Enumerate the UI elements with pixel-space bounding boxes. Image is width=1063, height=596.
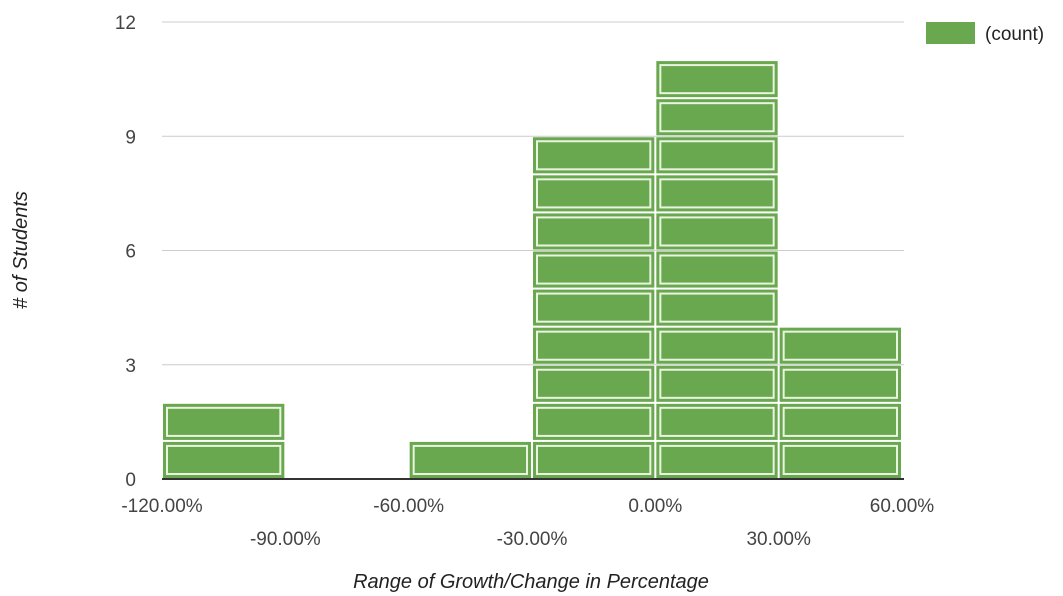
x-tick-label: 60.00% — [870, 496, 935, 517]
bar-unit-block — [779, 403, 901, 440]
bar-unit-block — [533, 327, 655, 364]
bar-unit-outline — [536, 178, 652, 209]
histogram-bar — [409, 441, 531, 478]
y-tick-label: 12 — [115, 13, 136, 34]
histogram-bar — [779, 327, 901, 478]
legend-label: (count) — [985, 24, 1044, 45]
bar-unit-block — [656, 289, 778, 326]
bar-unit-block — [656, 365, 778, 402]
bar-unit-block — [163, 441, 285, 478]
bar-unit-outline — [536, 216, 652, 247]
x-tick-label: -60.00% — [373, 496, 444, 517]
bar-unit-outline — [536, 254, 652, 285]
bar-unit-block — [656, 327, 778, 364]
bar-unit-outline — [536, 330, 652, 361]
bar-unit-outline — [536, 406, 652, 437]
bar-unit-outline — [659, 330, 775, 361]
bar-unit-outline — [166, 444, 282, 475]
histogram-bar — [163, 403, 285, 478]
bar-unit-block — [533, 137, 655, 174]
bar-unit-outline — [536, 444, 652, 475]
bar-unit-block — [779, 365, 901, 402]
histogram-bar — [533, 137, 655, 478]
bar-unit-outline — [659, 64, 775, 95]
gridlines — [162, 21, 904, 366]
y-axis-title: # of Students — [10, 191, 32, 309]
bar-unit-outline — [659, 368, 775, 399]
bar-unit-block — [656, 403, 778, 440]
x-tick-labels: -120.00% -90.00% -60.00% -30.00% 0.00% 30.00%… — [121, 496, 934, 550]
legend: (count) — [926, 22, 1044, 45]
bar-unit-outline — [536, 292, 652, 323]
y-tick-label: 9 — [125, 127, 136, 148]
bar-unit-outline — [659, 254, 775, 285]
bar-unit-block — [779, 327, 901, 364]
x-tick-label: -90.00% — [250, 529, 321, 550]
x-tick-label: -120.00% — [121, 496, 202, 517]
bar-unit-block — [533, 403, 655, 440]
x-tick-label: 30.00% — [746, 529, 811, 550]
bar-unit-outline — [659, 102, 775, 133]
bar-unit-block — [656, 441, 778, 478]
x-tick-label: -30.00% — [497, 529, 568, 550]
bars — [163, 61, 901, 478]
x-axis-title: Range of Growth/Change in Percentage — [353, 571, 709, 593]
bar-unit-outline — [659, 292, 775, 323]
bar-unit-outline — [536, 140, 652, 171]
bar-unit-outline — [782, 444, 899, 475]
bar-unit-block — [533, 289, 655, 326]
bar-unit-outline — [166, 406, 282, 437]
bar-unit-block — [533, 213, 655, 250]
bar-unit-outline — [536, 368, 652, 399]
bar-unit-outline — [659, 178, 775, 209]
bar-unit-outline — [782, 368, 899, 399]
bar-unit-block — [533, 365, 655, 402]
y-tick-label: 0 — [125, 470, 136, 491]
y-tick-label: 3 — [125, 356, 136, 377]
bar-unit-block — [779, 441, 901, 478]
bar-unit-block — [656, 175, 778, 212]
x-tick-label: 0.00% — [628, 496, 682, 517]
bar-unit-outline — [782, 406, 899, 437]
legend-swatch — [926, 22, 975, 44]
bar-unit-outline — [412, 444, 528, 475]
bar-unit-block — [409, 441, 531, 478]
y-tick-labels: 0 3 6 9 12 — [115, 13, 136, 491]
bar-unit-block — [656, 251, 778, 288]
bar-unit-block — [656, 99, 778, 136]
y-tick-label: 6 — [125, 242, 136, 263]
bar-unit-block — [656, 61, 778, 98]
bar-unit-block — [656, 137, 778, 174]
bar-unit-block — [533, 441, 655, 478]
bar-unit-outline — [659, 216, 775, 247]
bar-unit-block — [163, 403, 285, 440]
bar-unit-outline — [659, 444, 775, 475]
bar-unit-outline — [659, 140, 775, 171]
bar-unit-outline — [659, 406, 775, 437]
bar-unit-block — [533, 251, 655, 288]
bar-unit-block — [656, 213, 778, 250]
bar-unit-block — [533, 175, 655, 212]
bar-unit-outline — [782, 330, 899, 361]
histogram-bar — [656, 61, 778, 478]
